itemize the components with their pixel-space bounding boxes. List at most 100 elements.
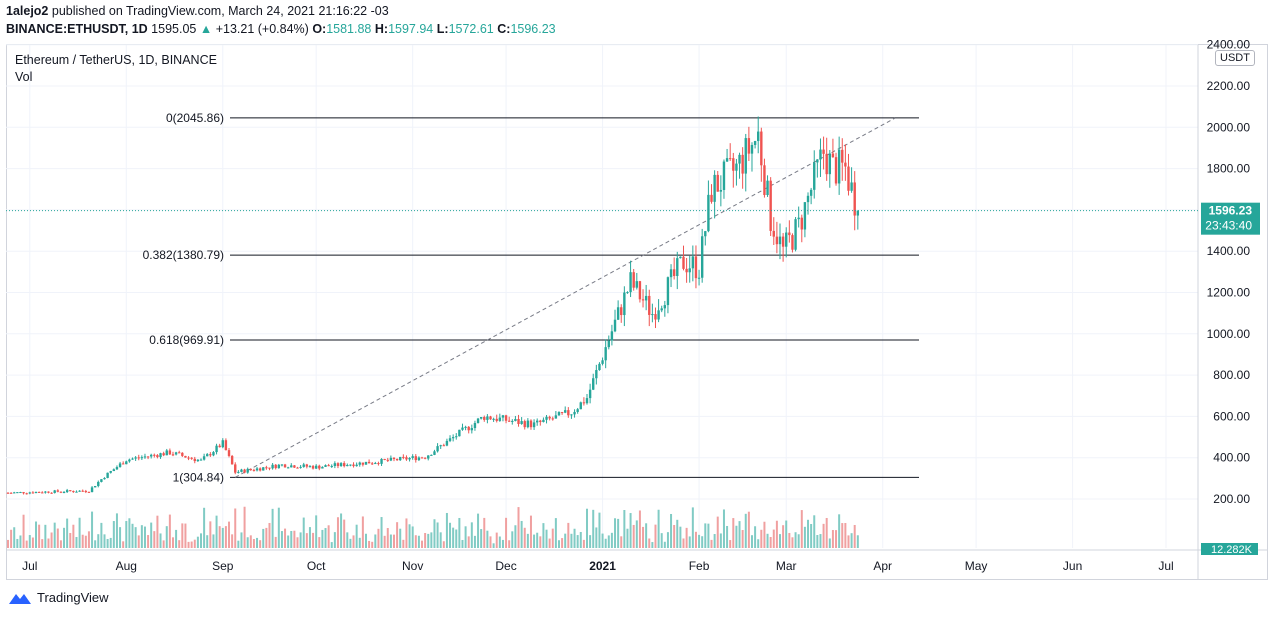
volume-bar — [131, 523, 134, 548]
volume-bar — [22, 514, 25, 548]
volume-bar — [505, 517, 508, 548]
volume-bar — [393, 534, 395, 548]
volume-bar — [803, 526, 806, 548]
candle-body — [174, 452, 178, 455]
volume-bar — [215, 515, 218, 548]
volume-bar — [623, 509, 626, 548]
volume-bar — [109, 537, 112, 548]
volume-bar — [536, 532, 539, 548]
volume-bar — [567, 522, 570, 548]
candle-body — [588, 389, 592, 399]
candle-body — [794, 219, 797, 250]
footer[interactable]: TradingView — [8, 590, 109, 605]
candle-body — [69, 490, 72, 492]
volume-bar — [461, 539, 464, 548]
candle-body — [697, 277, 701, 279]
volume-bar — [769, 537, 772, 548]
candle-body — [775, 236, 779, 245]
volume-bar — [336, 517, 339, 548]
volume-bar — [38, 524, 41, 548]
candle-body — [364, 461, 368, 465]
volume-bar — [224, 526, 227, 548]
unit-label[interactable]: USDT — [1215, 50, 1255, 66]
volume-bar — [221, 527, 224, 548]
candle-body — [97, 481, 100, 487]
volume-bar — [296, 537, 299, 548]
candle-body — [374, 463, 377, 465]
volume-bar — [380, 517, 383, 548]
volume-bar — [542, 523, 545, 548]
volume-bar — [377, 528, 380, 548]
candle-body — [146, 456, 150, 458]
candle-body — [570, 414, 573, 416]
volume-bar — [424, 532, 427, 548]
volume-bar — [203, 507, 206, 548]
volume-bar — [763, 521, 766, 548]
candle-body — [305, 464, 309, 467]
volume-bar — [604, 538, 607, 548]
volume-bar — [545, 529, 548, 548]
candle-body — [308, 466, 312, 468]
candle-body — [744, 138, 747, 174]
candle-body — [402, 456, 405, 458]
candle-body — [763, 165, 766, 196]
candle-body — [230, 455, 234, 465]
candle-body — [725, 158, 729, 162]
volume-bar — [589, 535, 592, 548]
volume-bar — [660, 533, 663, 548]
author-name[interactable]: 1alejo2 — [6, 4, 49, 18]
candle-body — [336, 463, 340, 467]
candle-body — [84, 491, 88, 493]
candle-body — [78, 490, 81, 492]
candle-body — [613, 319, 617, 332]
candle-body — [813, 162, 816, 190]
volume-bar — [772, 529, 775, 548]
candle-body — [579, 402, 582, 410]
candle-body — [604, 347, 607, 361]
candle-body — [246, 468, 249, 473]
candle-body — [41, 492, 44, 494]
volume-bar — [473, 535, 476, 548]
volume-bar — [480, 529, 483, 548]
candle-body — [153, 454, 156, 456]
candle-body — [809, 189, 813, 196]
candle-body — [772, 230, 775, 237]
candle-body — [44, 491, 47, 493]
volume-bar — [140, 525, 143, 548]
legend-volume: Vol — [15, 70, 33, 84]
volume-bar — [364, 533, 367, 548]
candle-body — [342, 463, 346, 467]
candle-body — [62, 492, 66, 494]
candle-body — [728, 158, 732, 160]
candle-body — [663, 305, 667, 309]
candle-body — [732, 158, 735, 171]
candle-body — [741, 154, 744, 174]
candle-body — [529, 420, 533, 428]
volume-bar — [523, 527, 526, 548]
candle-body — [149, 454, 153, 457]
volume-bar — [760, 529, 763, 548]
volume-bar — [115, 513, 118, 548]
y-tick-label: 1200.00 — [1207, 286, 1251, 300]
volume-bar — [819, 534, 822, 548]
volume-bar — [750, 535, 753, 548]
candle-body — [417, 457, 421, 461]
volume-bar — [218, 526, 221, 548]
volume-bar — [28, 535, 31, 548]
volume-bar — [816, 535, 819, 548]
candle-body — [778, 236, 782, 245]
candle-body — [856, 210, 860, 216]
volume-bar — [582, 539, 585, 548]
x-tick-label: Oct — [307, 559, 326, 573]
candle-body — [352, 464, 355, 467]
volume-bar — [433, 519, 436, 548]
volume-bar — [399, 528, 402, 548]
candle-body — [181, 452, 184, 456]
candle-body — [691, 256, 695, 269]
volume-bar — [349, 538, 352, 548]
candle-body — [224, 440, 228, 451]
volume-bar — [181, 523, 184, 548]
candle-body — [853, 182, 856, 216]
candle-body — [557, 412, 561, 416]
